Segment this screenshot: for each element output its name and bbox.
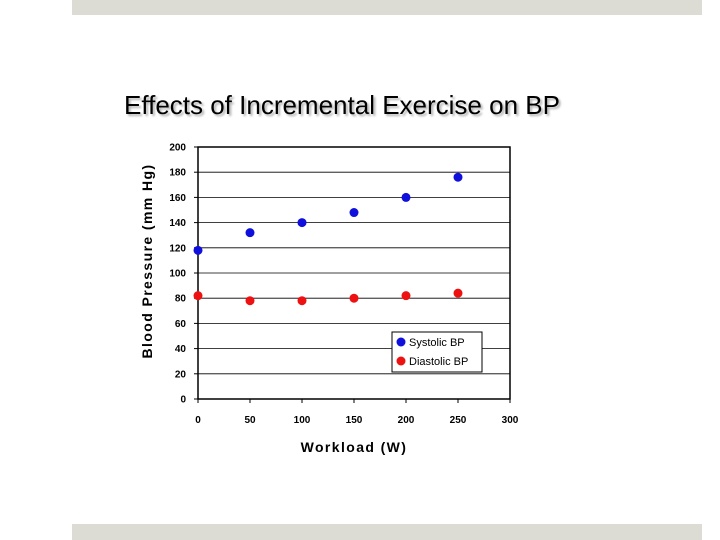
diastolic-bp-point xyxy=(349,293,359,303)
systolic-bp-point xyxy=(297,218,307,228)
y-axis-ticks: 0 20 40 60 80 100 120 140 160 180 200 xyxy=(169,143,198,406)
y-axis-title: Blood Pressure (mm Hg) xyxy=(139,164,155,359)
x-tick-label: 0 xyxy=(195,415,201,426)
slide-title: Effects of Incremental Exercise on BP xyxy=(124,90,560,120)
diastolic-bp-point xyxy=(453,288,463,298)
x-tick-label: 300 xyxy=(502,415,519,426)
y-tick-label: 180 xyxy=(169,168,186,179)
x-axis-title: Workload (W) xyxy=(301,439,408,455)
bottom-decorative-bar xyxy=(72,524,702,540)
y-tick-label: 120 xyxy=(169,243,186,254)
y-tick-label: 60 xyxy=(175,319,187,330)
legend: Systolic BP Diastolic BP xyxy=(391,331,483,373)
x-axis-ticks: 0 50 100 150 200 250 300 xyxy=(195,399,519,426)
legend-marker-diastolic-bp xyxy=(396,356,406,366)
systolic-bp-point xyxy=(453,172,463,182)
legend-label-systolic-bp: Systolic BP xyxy=(409,337,465,349)
x-tick-label: 200 xyxy=(398,415,415,426)
diastolic-bp-point xyxy=(401,291,411,301)
x-tick-label: 150 xyxy=(346,415,363,426)
systolic-bp-point xyxy=(245,228,255,238)
systolic-bp-point xyxy=(193,245,203,255)
legend-marker-systolic-bp xyxy=(396,337,406,347)
diastolic-bp-point xyxy=(245,296,255,306)
x-tick-label: 100 xyxy=(294,415,311,426)
x-tick-label: 250 xyxy=(450,415,467,426)
y-tick-label: 80 xyxy=(175,294,187,305)
y-tick-label: 100 xyxy=(169,269,186,280)
legend-label-diastolic-bp: Diastolic BP xyxy=(409,356,468,368)
y-tick-label: 0 xyxy=(180,395,186,406)
top-decorative-bar xyxy=(72,0,702,15)
diastolic-bp-point xyxy=(297,296,307,306)
y-tick-label: 200 xyxy=(169,143,186,154)
y-tick-label: 40 xyxy=(175,344,187,355)
x-tick-label: 50 xyxy=(244,415,256,426)
diastolic-bp-point xyxy=(193,291,203,301)
y-tick-label: 140 xyxy=(169,218,186,229)
y-tick-label: 20 xyxy=(175,369,187,380)
systolic-bp-point xyxy=(349,208,359,218)
y-tick-label: 160 xyxy=(169,193,186,204)
data-points xyxy=(193,172,463,306)
legend-box xyxy=(391,331,483,373)
systolic-bp-point xyxy=(401,192,411,202)
